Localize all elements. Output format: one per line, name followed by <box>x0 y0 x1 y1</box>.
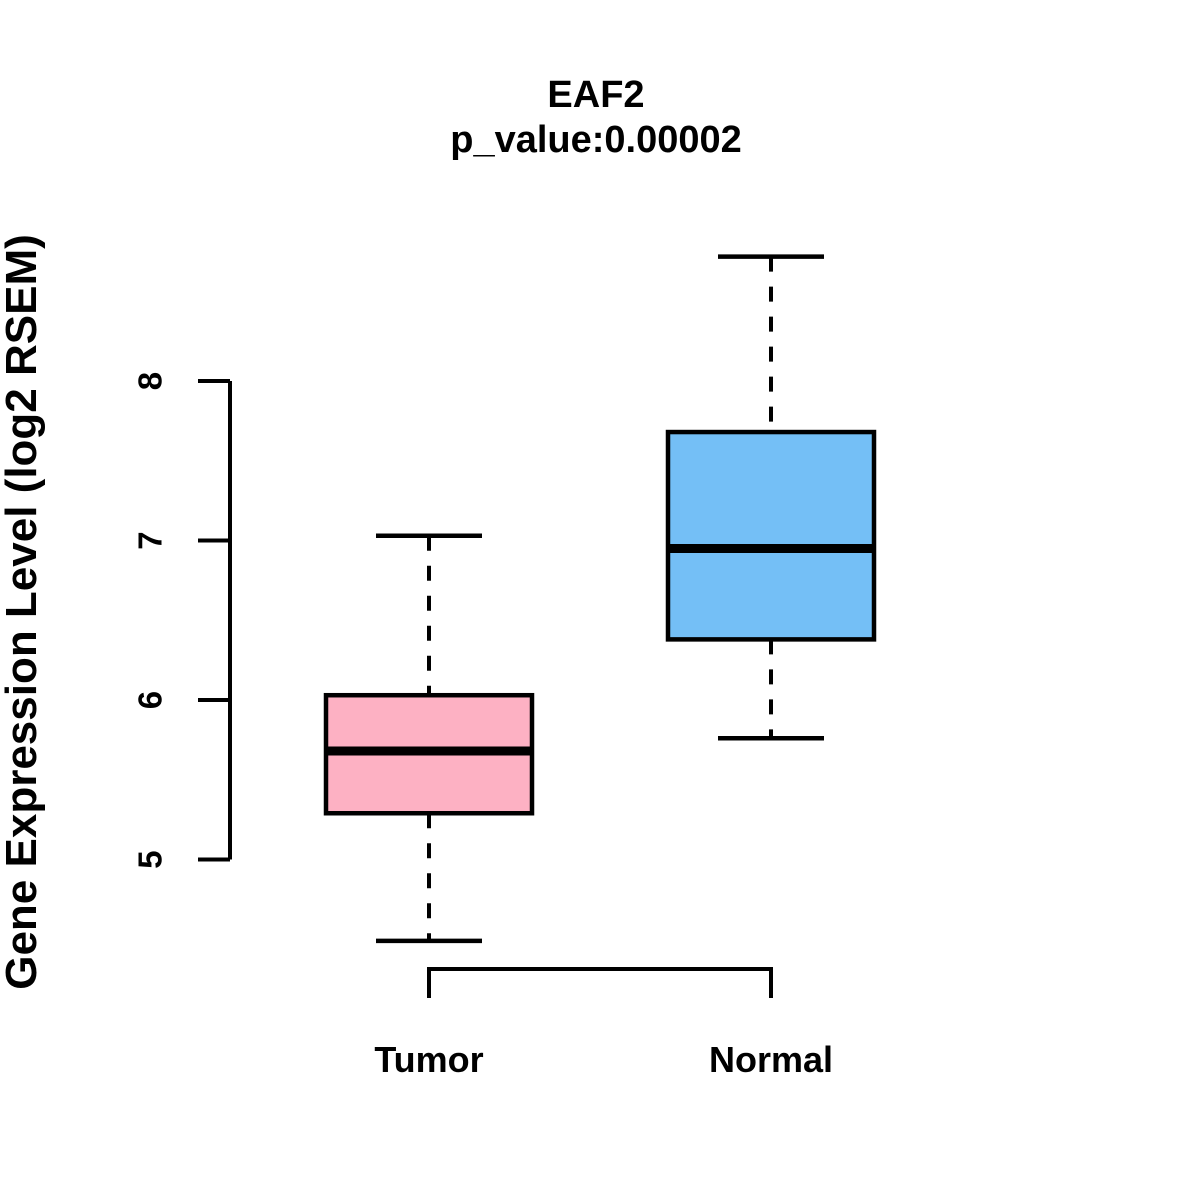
y-axis-label: Gene Expression Level (log2 RSEM) <box>0 234 46 990</box>
x-axis-line <box>427 967 773 998</box>
boxplot-normal <box>665 254 877 741</box>
iqr-box-normal <box>665 429 877 642</box>
x-axis-bracket: Tumor Normal <box>374 967 833 1080</box>
x-category-label-tumor: Tumor <box>374 1039 483 1080</box>
boxplot-tumor <box>323 533 535 944</box>
y-axis-tick-label: 5 <box>132 850 169 868</box>
y-axis-tick-label: 7 <box>132 531 169 549</box>
plot-area <box>323 254 877 944</box>
y-axis-tick-label: 8 <box>132 372 169 390</box>
chart-title: EAF2 <box>547 74 644 116</box>
y-axis: 5 6 7 8 <box>132 372 232 869</box>
x-category-label-normal: Normal <box>709 1039 833 1080</box>
y-axis-tick-label: 6 <box>132 691 169 709</box>
chart-subtitle: p_value:0.00002 <box>450 119 742 161</box>
